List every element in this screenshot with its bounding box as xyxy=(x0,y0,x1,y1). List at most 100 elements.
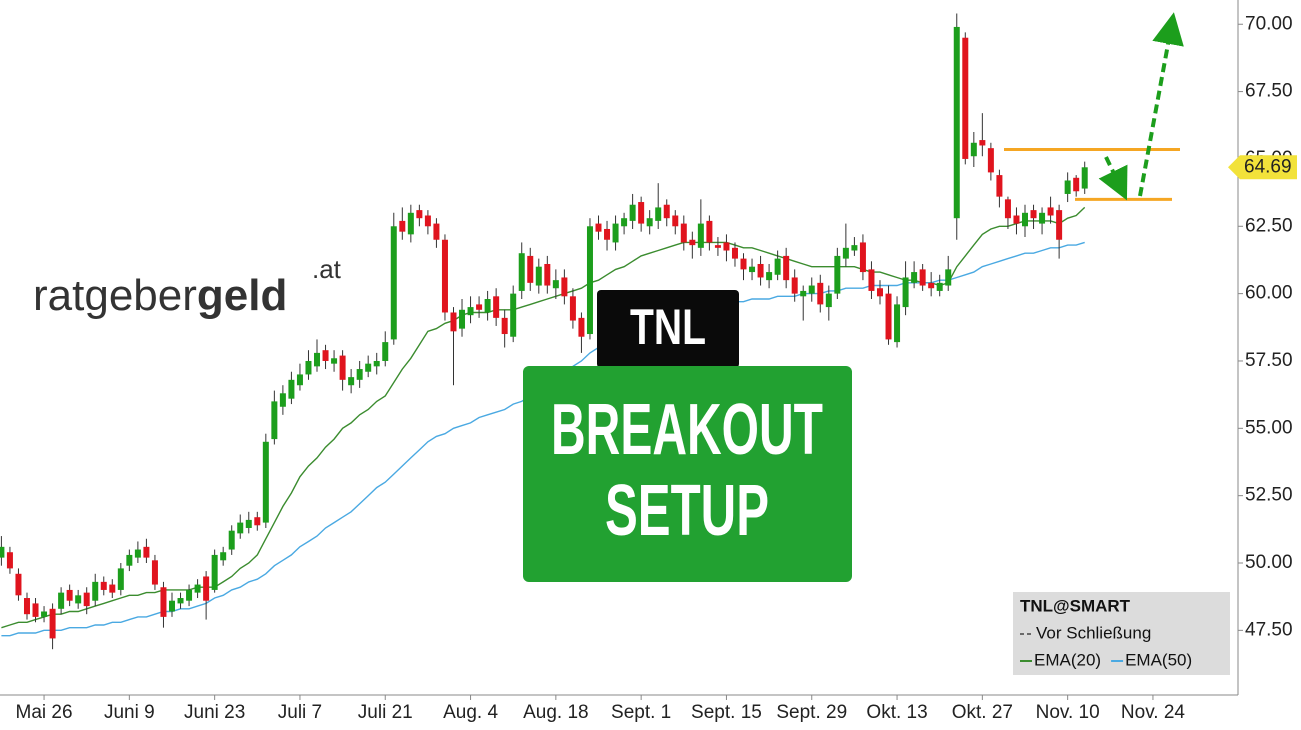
legend: EMA(20) EMA(50) xyxy=(1020,650,1192,669)
candle-body xyxy=(296,374,303,386)
logo-light: ratgeber xyxy=(33,271,197,320)
candle-body xyxy=(424,215,431,227)
candle-body xyxy=(774,258,781,275)
candle-body xyxy=(663,204,670,219)
candle-body xyxy=(834,255,841,294)
candle-body xyxy=(894,304,901,343)
candle-body xyxy=(373,360,380,367)
candle-body xyxy=(817,282,824,305)
x-tick-label: Nov. 24 xyxy=(1121,702,1186,723)
candle-body xyxy=(757,263,764,278)
candle-body xyxy=(339,355,346,380)
candle-body xyxy=(646,218,653,227)
candle-body xyxy=(288,379,295,399)
candle-body xyxy=(868,269,875,291)
x-tick-label: Aug. 4 xyxy=(443,702,498,723)
candle-body xyxy=(510,293,517,337)
candle-body xyxy=(595,223,602,232)
candle-body xyxy=(859,242,866,273)
candle-body xyxy=(987,148,994,173)
candle-body xyxy=(271,401,278,440)
headline-line: SETUP xyxy=(605,471,769,551)
candle-body xyxy=(1073,177,1080,192)
candle-body xyxy=(459,309,466,329)
candle-body xyxy=(808,285,815,294)
y-tick-label: 57.50 xyxy=(1245,350,1293,371)
candle-body xyxy=(842,247,849,259)
candle-body xyxy=(66,589,73,601)
candle-body xyxy=(1064,180,1071,194)
candle-body xyxy=(569,296,576,321)
candle-body xyxy=(680,223,687,243)
candle-body xyxy=(629,204,636,221)
candle-body xyxy=(612,223,619,243)
x-tick-label: Sept. 1 xyxy=(611,702,671,723)
candle-body xyxy=(305,360,312,375)
candle-body xyxy=(117,568,124,590)
logo: ratgebergeld xyxy=(33,271,287,320)
candle-body xyxy=(331,358,338,364)
headline-box xyxy=(523,366,852,582)
candle-body xyxy=(220,552,227,561)
y-tick-label: 55.00 xyxy=(1245,417,1293,438)
candle-body xyxy=(433,223,440,240)
candle-body xyxy=(672,215,679,227)
candle-body xyxy=(697,223,704,248)
y-tick-label: 67.50 xyxy=(1245,81,1293,102)
x-tick-label: Nov. 10 xyxy=(1036,702,1100,723)
candle-body xyxy=(211,554,218,590)
y-tick-label: 70.00 xyxy=(1245,13,1293,34)
candle-body xyxy=(382,342,389,361)
candle-body xyxy=(518,253,525,291)
candle-body xyxy=(979,140,986,146)
candle-body xyxy=(501,317,508,335)
logo-suffix: .at xyxy=(312,254,342,284)
headline-line: BREAKOUT xyxy=(551,390,823,470)
candle-body xyxy=(791,277,798,294)
legend-note: Vor Schließung xyxy=(1036,623,1151,642)
candle-body xyxy=(928,282,935,289)
y-tick-label: 47.50 xyxy=(1245,619,1293,640)
candle-body xyxy=(15,573,22,596)
candle-body xyxy=(1022,212,1028,227)
candle-body xyxy=(203,576,210,601)
candle-body xyxy=(919,269,926,286)
candle-body xyxy=(766,272,773,281)
candle-body xyxy=(851,245,858,251)
candle-body xyxy=(902,277,909,308)
candle-body xyxy=(714,245,721,248)
candle-body xyxy=(32,603,39,617)
candle-body xyxy=(885,293,892,340)
candle-body xyxy=(1004,199,1011,219)
candle-body xyxy=(962,37,969,159)
candle-body xyxy=(604,228,611,240)
candle-body xyxy=(194,584,201,593)
x-tick-label: Juli 21 xyxy=(358,702,413,723)
candle-body xyxy=(160,587,167,617)
candle-body xyxy=(262,441,269,523)
candle-body xyxy=(1039,212,1046,224)
candle-body xyxy=(109,584,116,593)
candle-body xyxy=(876,288,883,297)
candle-body xyxy=(41,611,48,617)
ticker: TNL xyxy=(630,299,706,355)
candle-body xyxy=(1047,207,1054,216)
candle-body xyxy=(169,600,175,612)
candle-body xyxy=(706,220,713,243)
last-price-marker xyxy=(1228,155,1297,180)
candle-body xyxy=(544,263,551,286)
candle-body xyxy=(783,255,790,281)
candle-body xyxy=(83,592,90,607)
x-tick-label: Juli 7 xyxy=(278,702,322,723)
candle-body xyxy=(1013,215,1020,224)
candle-body xyxy=(953,26,960,219)
candle-body xyxy=(621,218,628,227)
candle-body xyxy=(0,546,5,558)
forecast-arrow xyxy=(1098,156,1128,201)
candle-body xyxy=(476,304,483,310)
x-tick-label: Juni 23 xyxy=(184,702,245,723)
candle-body xyxy=(1030,210,1037,219)
candle-body xyxy=(6,552,13,569)
